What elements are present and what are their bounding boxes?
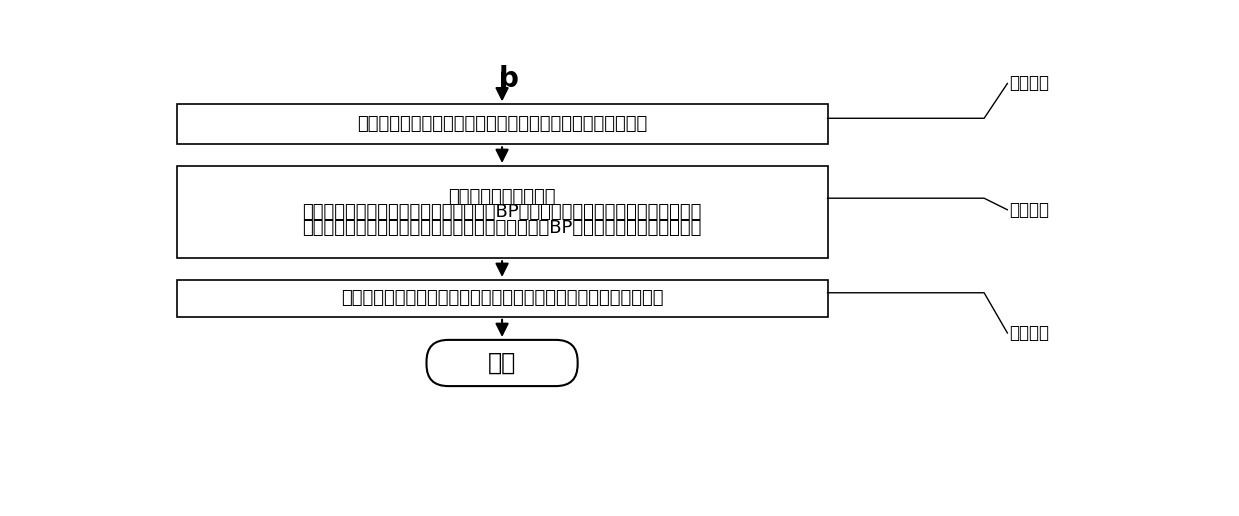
FancyBboxPatch shape bbox=[177, 280, 828, 317]
FancyBboxPatch shape bbox=[177, 104, 828, 144]
Text: 步骤十八: 步骤十八 bbox=[1009, 324, 1049, 342]
FancyBboxPatch shape bbox=[177, 166, 828, 259]
Text: 步骤十七: 步骤十七 bbox=[1009, 201, 1049, 219]
Text: 步骤十六: 步骤十六 bbox=[1009, 74, 1049, 92]
Text: 列所属的合并模式标号: 列所属的合并模式标号 bbox=[449, 187, 556, 205]
Text: 结束: 结束 bbox=[488, 351, 517, 375]
Text: 对于步骤十五得到的灰度图像，提取与步骤十相同的图像特征: 对于步骤十五得到的灰度图像，提取与步骤十相同的图像特征 bbox=[357, 115, 647, 133]
Text: 段采集信号序列的所属模式进行判断，令BP神经网络的输出为定位阶段采集信号序: 段采集信号序列的所属模式进行判断，令BP神经网络的输出为定位阶段采集信号序 bbox=[302, 203, 701, 221]
Text: 判断定位阶段采集信号序列的路径方向，确定其所属的运动路径模式: 判断定位阶段采集信号序列的路径方向，确定其所属的运动路径模式 bbox=[341, 289, 663, 308]
Text: 将步骤十六提取的图像特征作为步骤十一训练得到的BP神经网络的输入，对定位阶: 将步骤十六提取的图像特征作为步骤十一训练得到的BP神经网络的输入，对定位阶 bbox=[302, 219, 701, 236]
FancyBboxPatch shape bbox=[426, 340, 577, 386]
Text: b: b bbox=[498, 65, 518, 93]
